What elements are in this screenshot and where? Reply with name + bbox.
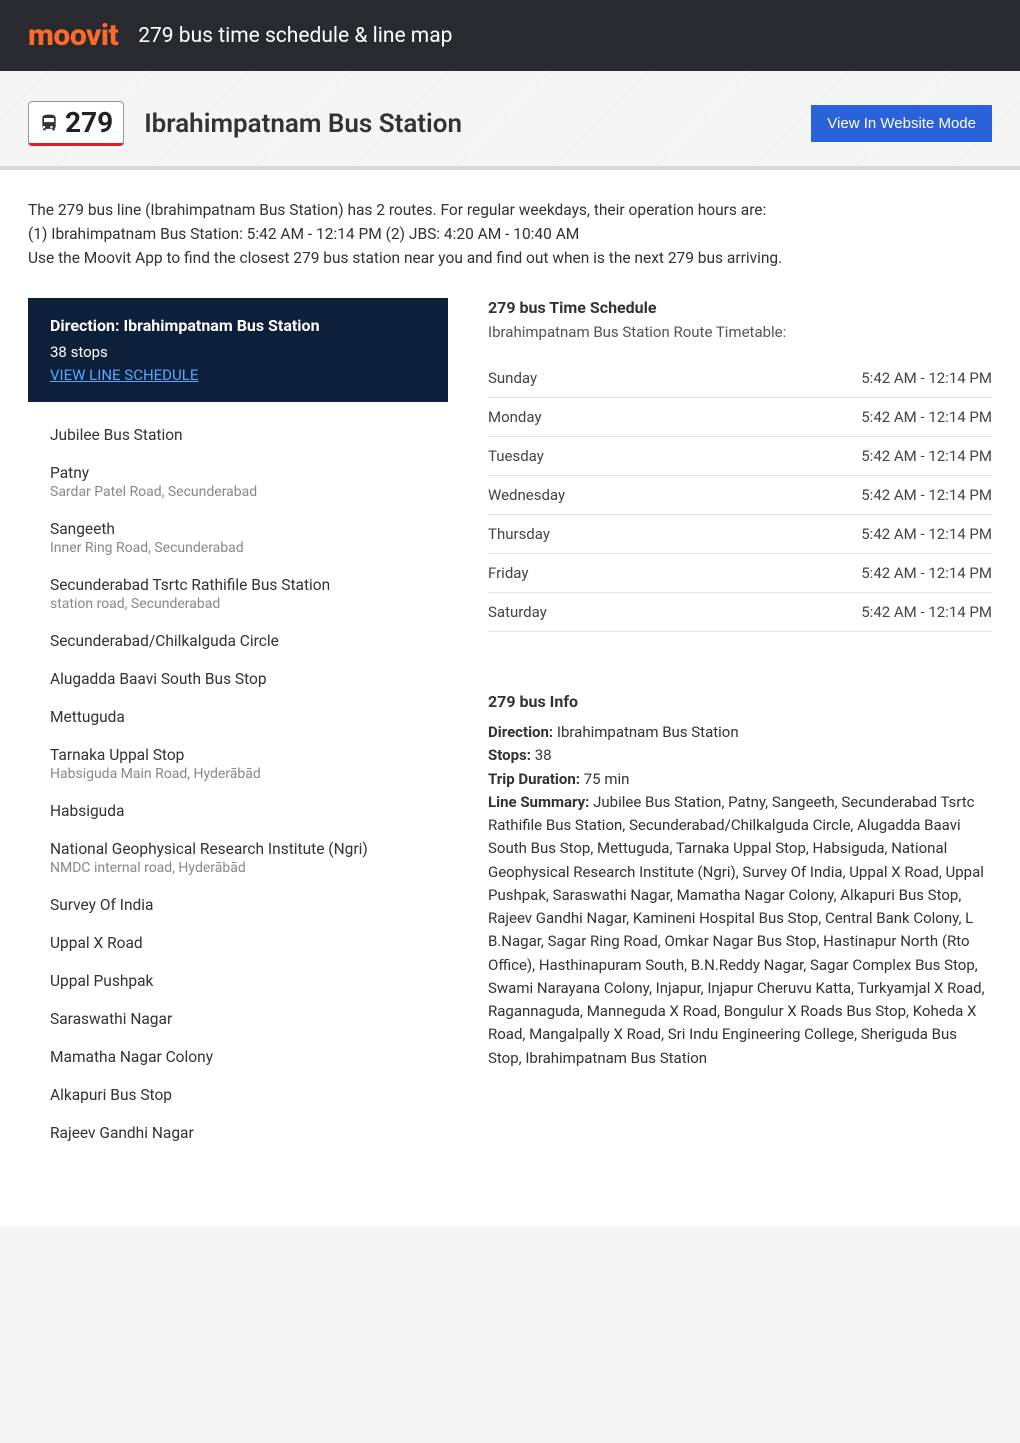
schedule-time: 5:42 AM - 12:14 PM — [675, 554, 992, 593]
stop-item: Tarnaka Uppal Stop Habsiguda Main Road, H… — [50, 746, 426, 782]
stop-name: Jubilee Bus Station — [50, 426, 426, 444]
schedule-row: Monday5:42 AM - 12:14 PM — [488, 398, 992, 437]
info-duration: Trip Duration: 75 min — [488, 768, 992, 791]
stop-name: National Geophysical Research Institute … — [50, 840, 426, 858]
stop-item: Rajeev Gandhi Nagar — [50, 1124, 426, 1142]
stop-item: Uppal X Road — [50, 934, 426, 952]
route-destination-title: Ibrahimpatnam Bus Station — [144, 109, 462, 139]
route-header-left: 279 Ibrahimpatnam Bus Station — [28, 101, 462, 146]
schedule-day: Tuesday — [488, 437, 675, 476]
direction-card: Direction: Ibrahimpatnam Bus Station 38 … — [28, 298, 448, 402]
schedule-row: Saturday5:42 AM - 12:14 PM — [488, 593, 992, 632]
schedule-row: Thursday5:42 AM - 12:14 PM — [488, 515, 992, 554]
stop-name: Uppal Pushpak — [50, 972, 426, 990]
info-stops: Stops: 38 — [488, 744, 992, 767]
stop-item: Alkapuri Bus Stop — [50, 1086, 426, 1104]
info-card: 279 bus Info Direction: Ibrahimpatnam Bu… — [488, 692, 992, 1070]
schedule-time: 5:42 AM - 12:14 PM — [675, 398, 992, 437]
schedule-day: Sunday — [488, 359, 675, 398]
stop-name: Alkapuri Bus Stop — [50, 1086, 426, 1104]
schedule-day: Thursday — [488, 515, 675, 554]
header-title: 279 bus time schedule & line map — [138, 24, 452, 48]
stop-item: Habsiguda — [50, 802, 426, 820]
right-column: 279 bus Time Schedule Ibrahimpatnam Bus … — [488, 298, 992, 1070]
stop-item: Secunderabad Tsrtc Rathifile Bus Station… — [50, 576, 426, 612]
main-content: Direction: Ibrahimpatnam Bus Station 38 … — [0, 298, 1020, 1226]
app-header: moovit 279 bus time schedule & line map — [0, 0, 1020, 71]
left-column: Direction: Ibrahimpatnam Bus Station 38 … — [28, 298, 448, 1186]
route-number: 279 — [65, 106, 113, 139]
stop-location: NMDC internal road, Hyderābād — [50, 860, 426, 876]
route-header: 279 Ibrahimpatnam Bus Station View In We… — [0, 71, 1020, 170]
direction-stops-count: 38 stops — [50, 343, 426, 361]
stop-name: Tarnaka Uppal Stop — [50, 746, 426, 764]
stop-name: Habsiguda — [50, 802, 426, 820]
bus-icon — [39, 113, 59, 133]
stop-name: Alugadda Baavi South Bus Stop — [50, 670, 426, 688]
schedule-row: Tuesday5:42 AM - 12:14 PM — [488, 437, 992, 476]
stop-item: Survey Of India — [50, 896, 426, 914]
stop-location: Inner Ring Road, Secunderabad — [50, 540, 426, 556]
stop-location: Habsiguda Main Road, Hyderābād — [50, 766, 426, 782]
route-badge: 279 — [28, 101, 124, 146]
schedule-row: Wednesday5:42 AM - 12:14 PM — [488, 476, 992, 515]
stop-name: Secunderabad Tsrtc Rathifile Bus Station — [50, 576, 426, 594]
schedule-time: 5:42 AM - 12:14 PM — [675, 359, 992, 398]
schedule-row: Sunday5:42 AM - 12:14 PM — [488, 359, 992, 398]
stop-item: Sangeeth Inner Ring Road, Secunderabad — [50, 520, 426, 556]
schedule-subtitle: Ibrahimpatnam Bus Station Route Timetabl… — [488, 323, 992, 341]
info-title: 279 bus Info — [488, 692, 992, 711]
stop-location: station road, Secunderabad — [50, 596, 426, 612]
schedule-time: 5:42 AM - 12:14 PM — [675, 437, 992, 476]
stop-name: Mettuguda — [50, 708, 426, 726]
website-mode-button[interactable]: View In Website Mode — [811, 105, 992, 142]
schedule-card: 279 bus Time Schedule Ibrahimpatnam Bus … — [488, 298, 992, 632]
stop-item: Uppal Pushpak — [50, 972, 426, 990]
stop-item: Mettuguda — [50, 708, 426, 726]
stop-item: Mamatha Nagar Colony — [50, 1048, 426, 1066]
stop-name: Secunderabad/Chilkalguda Circle — [50, 632, 426, 650]
stop-item: Patny Sardar Patel Road, Secunderabad — [50, 464, 426, 500]
stop-item: Secunderabad/Chilkalguda Circle — [50, 632, 426, 650]
schedule-day: Wednesday — [488, 476, 675, 515]
stop-item: National Geophysical Research Institute … — [50, 840, 426, 876]
schedule-day: Monday — [488, 398, 675, 437]
stop-item: Alugadda Baavi South Bus Stop — [50, 670, 426, 688]
stops-list: Jubilee Bus Station Patny Sardar Patel Roa… — [28, 402, 448, 1186]
stop-name: Patny — [50, 464, 426, 482]
stop-item: Saraswathi Nagar — [50, 1010, 426, 1028]
stop-name: Mamatha Nagar Colony — [50, 1048, 426, 1066]
stop-name: Survey Of India — [50, 896, 426, 914]
stop-name: Uppal X Road — [50, 934, 426, 952]
schedule-time: 5:42 AM - 12:14 PM — [675, 476, 992, 515]
view-schedule-link[interactable]: VIEW LINE SCHEDULE — [50, 366, 198, 384]
stop-item: Jubilee Bus Station — [50, 426, 426, 444]
stop-name: Saraswathi Nagar — [50, 1010, 426, 1028]
schedule-table: Sunday5:42 AM - 12:14 PMMonday5:42 AM - … — [488, 359, 992, 632]
schedule-day: Friday — [488, 554, 675, 593]
info-summary: Line Summary: Jubilee Bus Station, Patny… — [488, 791, 992, 1070]
schedule-time: 5:42 AM - 12:14 PM — [675, 515, 992, 554]
logo: moovit — [28, 18, 118, 53]
info-direction: Direction: Ibrahimpatnam Bus Station — [488, 721, 992, 744]
stop-name: Sangeeth — [50, 520, 426, 538]
stop-name: Rajeev Gandhi Nagar — [50, 1124, 426, 1142]
direction-title: Direction: Ibrahimpatnam Bus Station — [50, 316, 426, 335]
schedule-time: 5:42 AM - 12:14 PM — [675, 593, 992, 632]
schedule-day: Saturday — [488, 593, 675, 632]
schedule-title: 279 bus Time Schedule — [488, 298, 992, 317]
intro-text: The 279 bus line (Ibrahimpatnam Bus Stat… — [0, 170, 1020, 298]
stop-location: Sardar Patel Road, Secunderabad — [50, 484, 426, 500]
schedule-row: Friday5:42 AM - 12:14 PM — [488, 554, 992, 593]
